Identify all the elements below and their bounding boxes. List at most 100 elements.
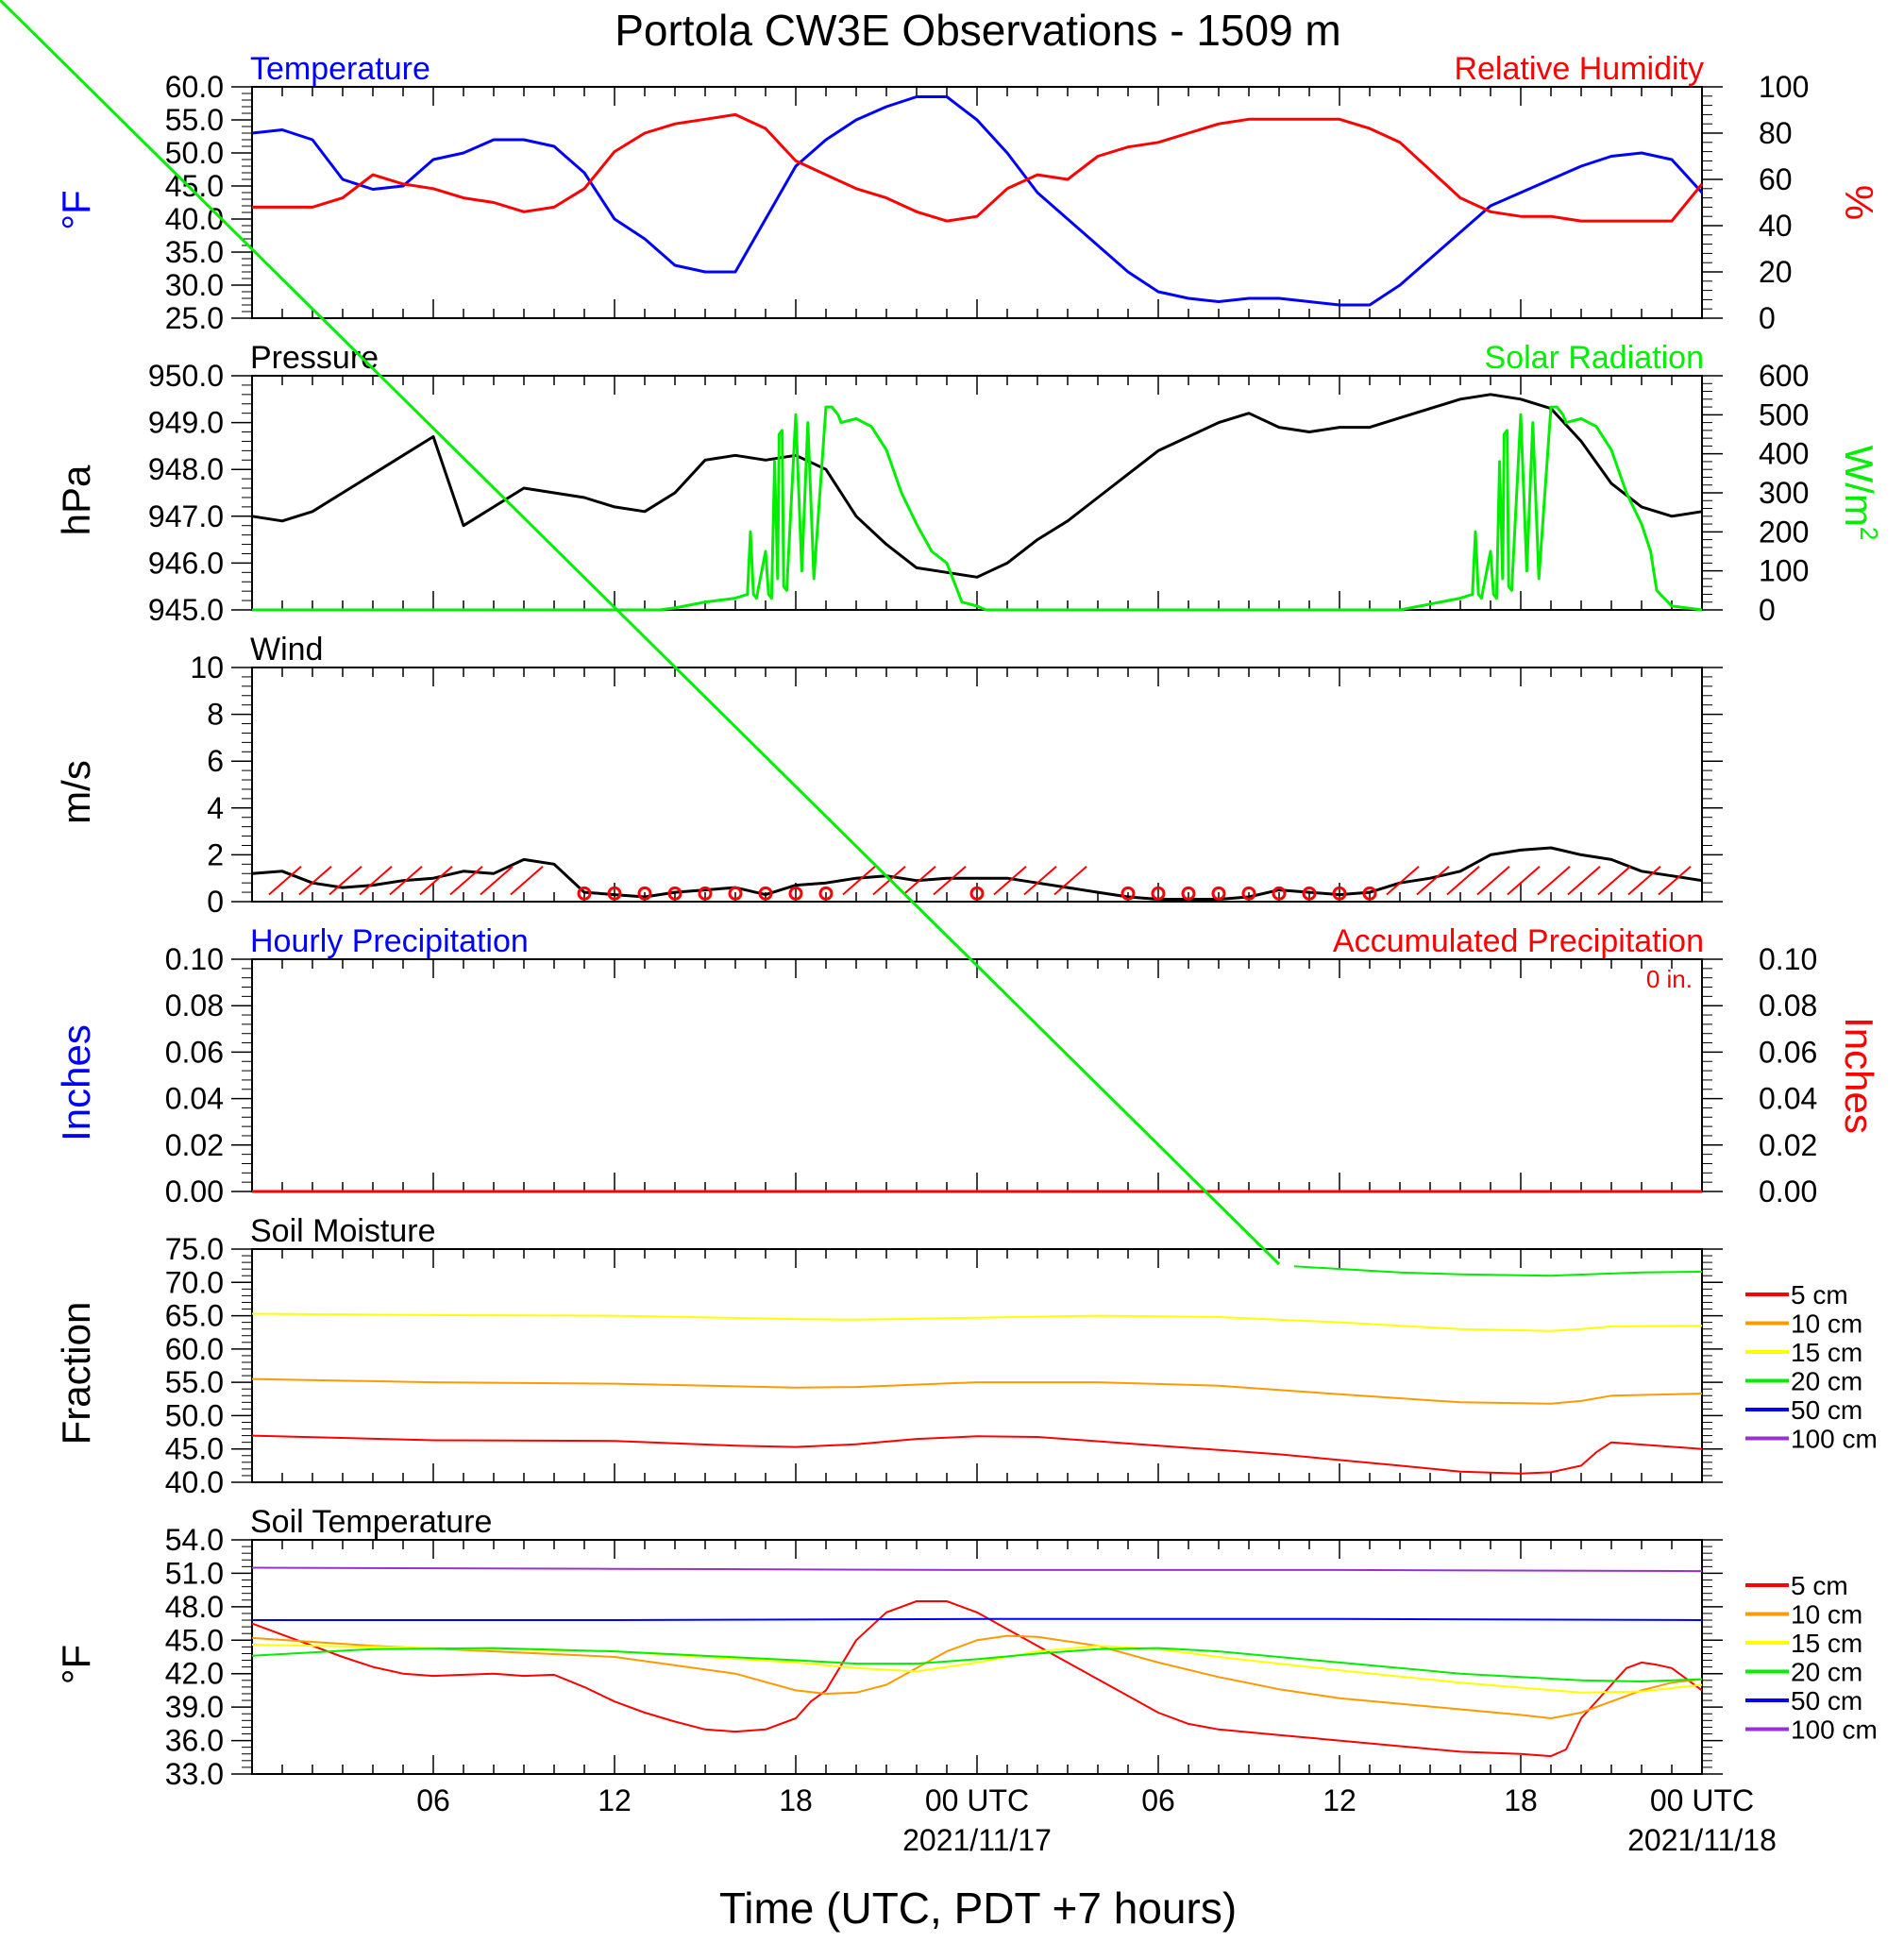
series-line-15cm: [251, 1312, 1703, 1332]
panel-title-right: Relative Humidity: [1454, 51, 1704, 87]
y-tick-label: 33.0: [165, 1757, 224, 1791]
y-tick-label-right: 0.06: [1759, 1035, 1817, 1069]
calm-wind-marker: [1362, 886, 1377, 901]
wind-barb: [842, 866, 876, 896]
calm-wind-marker: [1181, 886, 1196, 901]
wind-barb: [510, 866, 544, 896]
calm-wind-marker: [1211, 886, 1226, 901]
y-tick-label: 0.00: [165, 1174, 224, 1208]
y-tick-label-right: 0: [1759, 301, 1776, 335]
calm-wind-marker: [1302, 886, 1317, 901]
y-tick-label: 65.0: [165, 1299, 224, 1333]
plot-frame: [251, 958, 1703, 1192]
y-axis-label-right: Inches: [1837, 1017, 1881, 1134]
panel-wind: 10 8 6 4 2 0 Wind m/s: [54, 632, 1723, 919]
x-axis-label: Time (UTC, PDT +7 hours): [719, 1884, 1237, 1933]
wind-barb: [298, 866, 332, 896]
series-line-rh: [252, 112, 1704, 223]
panel-title-left: Soil Moisture: [250, 1213, 436, 1249]
wind-barb: [1627, 866, 1661, 896]
y-tick-label-right: 0.04: [1759, 1082, 1817, 1116]
legend-label: 20 cm: [1791, 1658, 1862, 1687]
y-axis-label-superscript: 2: [1855, 527, 1883, 540]
y-tick-label-right: 400: [1759, 437, 1809, 471]
series-line-temp: [251, 95, 1704, 307]
y-tick-label-right: 80: [1759, 116, 1793, 150]
y-tick-label: 0.02: [165, 1128, 224, 1162]
wind-barb: [993, 866, 1027, 896]
y-tick-label-right: 200: [1759, 515, 1809, 549]
panel-soil_temp: 54.051.048.045.042.039.036.033.0 Soil Tem…: [54, 1504, 1878, 1791]
wind-barb: [1386, 866, 1420, 896]
y-tick-label: 35.0: [165, 235, 224, 269]
calm-wind-marker: [698, 886, 713, 901]
wind-barb: [1597, 866, 1631, 896]
y-tick-label: 60.0: [165, 70, 224, 104]
series-line-50cm: [252, 1617, 1703, 1621]
wind-barb: [419, 866, 453, 896]
y-axis-label-left: Fraction: [54, 1302, 98, 1445]
panel-pressure_solar: 950.0 949.0 948.0 947.0 946.0 945.0 600 500 400 3…: [54, 340, 1883, 627]
y-tick-label: 60.0: [165, 1332, 224, 1366]
wind-barb: [449, 866, 483, 896]
calm-wind-marker: [1272, 886, 1287, 901]
series-line-10cm: [251, 1377, 1703, 1405]
y-tick-label-right: 0.02: [1759, 1128, 1817, 1162]
y-tick-label: 55.0: [165, 103, 224, 137]
panel-title-left: Pressure: [250, 340, 379, 376]
calm-wind-marker: [1241, 886, 1256, 901]
chart-title: Portola CW3E Observations - 1509 m: [615, 6, 1341, 55]
y-tick-label-right: 0: [1759, 593, 1776, 627]
series-line-100cm: [251, 1566, 1703, 1573]
calm-wind-marker: [818, 886, 834, 901]
legend-label: 10 cm: [1791, 1600, 1862, 1630]
x-tick-label: 12: [598, 1783, 632, 1817]
legend-label: 50 cm: [1791, 1395, 1862, 1425]
y-tick-label: 30.0: [165, 268, 224, 302]
y-tick-label: 0.06: [165, 1035, 224, 1069]
panels: 60.055.050.045.040.035.030.025.010080604…: [54, 51, 1883, 1791]
calm-wind-marker: [607, 886, 622, 901]
y-tick-label: 75.0: [165, 1232, 224, 1266]
y-tick-label-right: 300: [1759, 476, 1809, 510]
y-tick-label-right: 0.10: [1759, 942, 1817, 976]
y-tick-label: 948.0: [148, 452, 224, 486]
y-axis-label-left: Inches: [54, 1024, 98, 1141]
plot-frame: [251, 375, 1703, 611]
y-tick-label-right: 100: [1759, 70, 1809, 104]
y-tick-label-right: 20: [1759, 255, 1793, 289]
y-tick-label: 45.0: [165, 1623, 224, 1657]
y-tick-label-right: 40: [1759, 209, 1793, 243]
wind-barb: [1416, 866, 1450, 896]
panel-temp_rh: 60.055.050.045.040.035.030.025.0 100 80 60 4…: [54, 51, 1881, 335]
y-tick-label: 4: [207, 791, 224, 825]
x-tick-label: 18: [779, 1783, 813, 1817]
wind-barb: [480, 866, 514, 896]
calm-wind-marker: [969, 886, 985, 901]
wind-barb: [329, 866, 362, 896]
y-tick-label: 946.0: [148, 546, 224, 580]
panel-soil_moisture: 75.070.065.060.055.050.045.040.0 Soil Moi…: [54, 1213, 1878, 1499]
series-line-pressure: [251, 393, 1703, 579]
series-line-solar: [252, 405, 1703, 612]
y-axis-label-left: °F: [54, 1645, 98, 1684]
y-tick-label: 40.0: [165, 1465, 224, 1499]
y-tick-label: 949.0: [148, 406, 224, 440]
calm-wind-marker: [728, 886, 743, 901]
series-line-5cm: [251, 1600, 1703, 1758]
series-line-15cm: [251, 1644, 1703, 1694]
y-tick-label: 0: [207, 885, 224, 919]
wind-barb: [1507, 866, 1541, 896]
wind-barb: [268, 866, 302, 896]
series-line-wind: [251, 846, 1703, 901]
x-tick-label: 00 UTC: [1650, 1783, 1754, 1817]
panel-title-right: Solar Radiation: [1485, 340, 1704, 376]
wind-barb: [389, 866, 423, 896]
y-tick-label-right: 500: [1759, 397, 1809, 431]
wind-barb: [1023, 866, 1057, 896]
panel-precip: 0.10 0.08 0.06 0.04 0.02 0.00 0.10 0.08 0.06 0.04…: [54, 923, 1881, 1208]
y-tick-label: 55.0: [165, 1365, 224, 1399]
wind-barb: [1567, 866, 1601, 896]
wind-barb: [902, 866, 936, 896]
